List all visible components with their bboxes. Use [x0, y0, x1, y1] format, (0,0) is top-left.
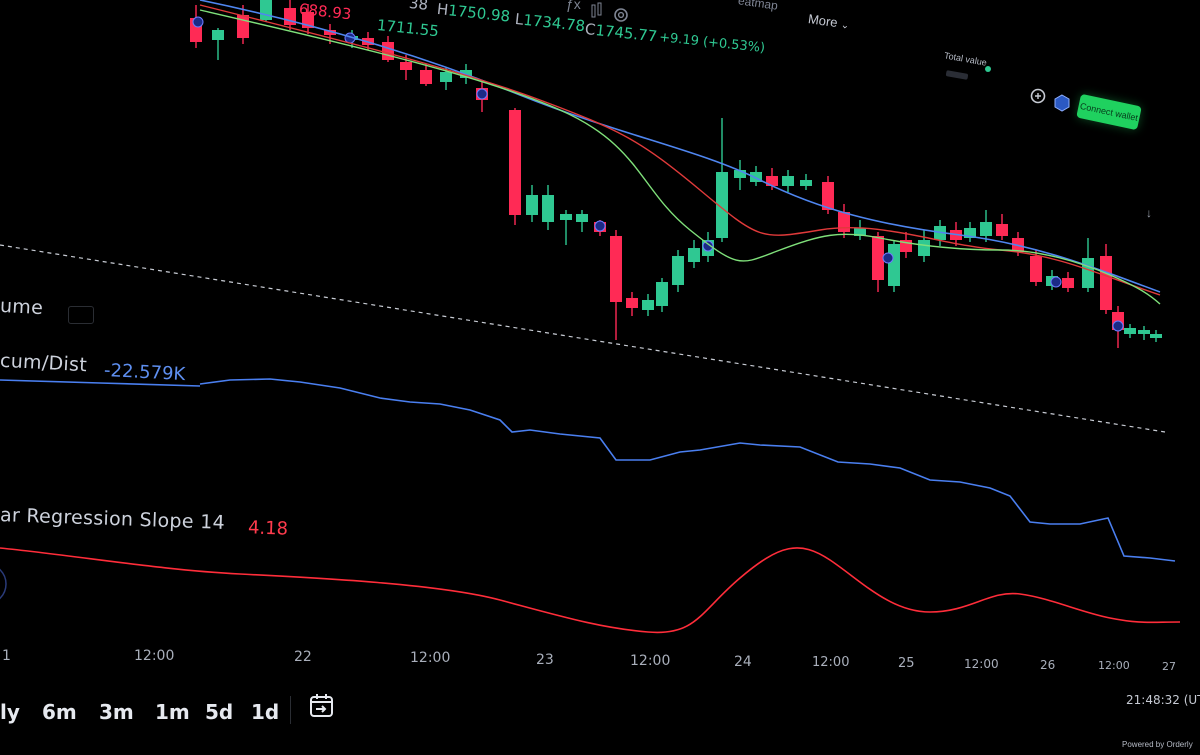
- accum-dist-label[interactable]: cum/Dist: [0, 349, 88, 377]
- candle-body: [509, 110, 521, 215]
- regression-slope-value: 4.18: [247, 517, 289, 540]
- candle-body: [560, 214, 572, 220]
- candle-body: [872, 236, 884, 280]
- candle-body: [964, 228, 976, 238]
- candle-body: [750, 172, 762, 182]
- timeframe-divider: [290, 696, 291, 724]
- candle-body: [734, 170, 746, 178]
- time-tick: 22: [294, 649, 312, 665]
- accum-dist-line-left: [0, 379, 201, 387]
- candle-body: [626, 298, 638, 308]
- timeframe-5d[interactable]: 5d: [205, 700, 234, 724]
- candles-icon[interactable]: [590, 2, 604, 25]
- candle-body: [1030, 256, 1042, 282]
- function-icon[interactable]: ƒx: [566, 0, 581, 12]
- time-tick: 12:00: [630, 653, 671, 669]
- signal-marker: [882, 252, 894, 264]
- time-tick: 12:00: [134, 648, 175, 664]
- candle-body: [420, 70, 432, 84]
- signal-marker: [702, 240, 714, 252]
- time-tick: 27: [1162, 660, 1176, 673]
- candle-body: [800, 180, 812, 186]
- chevron-down-icon: ⌄: [840, 19, 850, 32]
- candle-body: [766, 176, 778, 186]
- time-tick: 12:00: [1098, 659, 1130, 672]
- ohlc-partial-left: 38: [408, 0, 429, 14]
- candle-body: [918, 240, 930, 256]
- signal-marker: [1050, 276, 1062, 288]
- powered-by: Powered by Orderly: [1122, 740, 1193, 749]
- chain-icon[interactable]: [1054, 94, 1070, 117]
- candle-body: [1062, 278, 1074, 288]
- candle-body: [782, 176, 794, 186]
- candle-body: [542, 195, 554, 222]
- signal-marker: [476, 88, 488, 100]
- candle-body: [610, 236, 622, 302]
- timeframe-1y[interactable]: ly: [0, 700, 20, 724]
- gear-icon[interactable]: [612, 6, 630, 29]
- partial-circle-decoration: [0, 568, 7, 600]
- candle-body: [716, 172, 728, 238]
- candle-body: [324, 30, 336, 35]
- candle-body: [822, 182, 834, 210]
- timeframe-3m[interactable]: 3m: [99, 700, 134, 724]
- candle-body: [382, 42, 394, 60]
- dashed-trend-line: [0, 244, 1166, 433]
- volume-indicator-label[interactable]: ume: [0, 294, 44, 320]
- candle-body: [576, 214, 588, 222]
- candle-body: [212, 30, 224, 40]
- regression-slope-line: [0, 547, 1181, 634]
- candle-body: [1150, 334, 1162, 338]
- cloud-icon[interactable]: [1030, 88, 1046, 109]
- candle-body: [688, 248, 700, 262]
- candle-body: [672, 256, 684, 285]
- accum-dist-line: [199, 378, 1176, 562]
- time-tick: 26: [1040, 658, 1056, 672]
- candle-body: [526, 195, 538, 215]
- utc-clock[interactable]: 21:48:32 (UTC: [1126, 693, 1200, 707]
- status-dot: [985, 66, 991, 72]
- candle-body: [1100, 256, 1112, 310]
- signal-marker: [1112, 320, 1124, 332]
- time-tick: 24: [734, 654, 752, 670]
- candle-body: [888, 244, 900, 286]
- time-tick: 25: [898, 656, 915, 671]
- signal-marker: [594, 220, 606, 232]
- volume-settings-box[interactable]: [68, 306, 94, 324]
- moving-average-green: [199, 9, 1161, 305]
- candle-body: [656, 282, 668, 306]
- candle-body: [440, 72, 452, 82]
- candle-body: [1082, 258, 1094, 288]
- download-arrow-icon[interactable]: ↓: [1146, 206, 1152, 220]
- moving-average-blue: [199, 0, 1161, 293]
- time-tick: 12:00: [812, 655, 850, 670]
- accum-dist-value: -22.579K: [103, 359, 186, 386]
- candle-body: [642, 300, 654, 310]
- candle-body: [838, 212, 850, 232]
- candle-body: [854, 228, 866, 236]
- time-tick: 12:00: [964, 657, 999, 671]
- calendar-arrow-icon[interactable]: [308, 692, 336, 725]
- time-tick: 23: [536, 652, 554, 668]
- candle-body: [980, 222, 992, 236]
- timeframe-6m[interactable]: 6m: [42, 700, 77, 724]
- timeframe-1m[interactable]: 1m: [155, 700, 190, 724]
- time-tick: 12:00: [410, 650, 451, 666]
- candle-body: [1124, 328, 1136, 334]
- time-tick: 1: [2, 648, 11, 664]
- candle-body: [996, 224, 1008, 236]
- candle-body: [400, 62, 412, 70]
- candle-body: [260, 0, 272, 20]
- signal-marker: [192, 16, 204, 28]
- timeframe-1d[interactable]: 1d: [251, 700, 280, 724]
- candle-body: [1138, 330, 1150, 334]
